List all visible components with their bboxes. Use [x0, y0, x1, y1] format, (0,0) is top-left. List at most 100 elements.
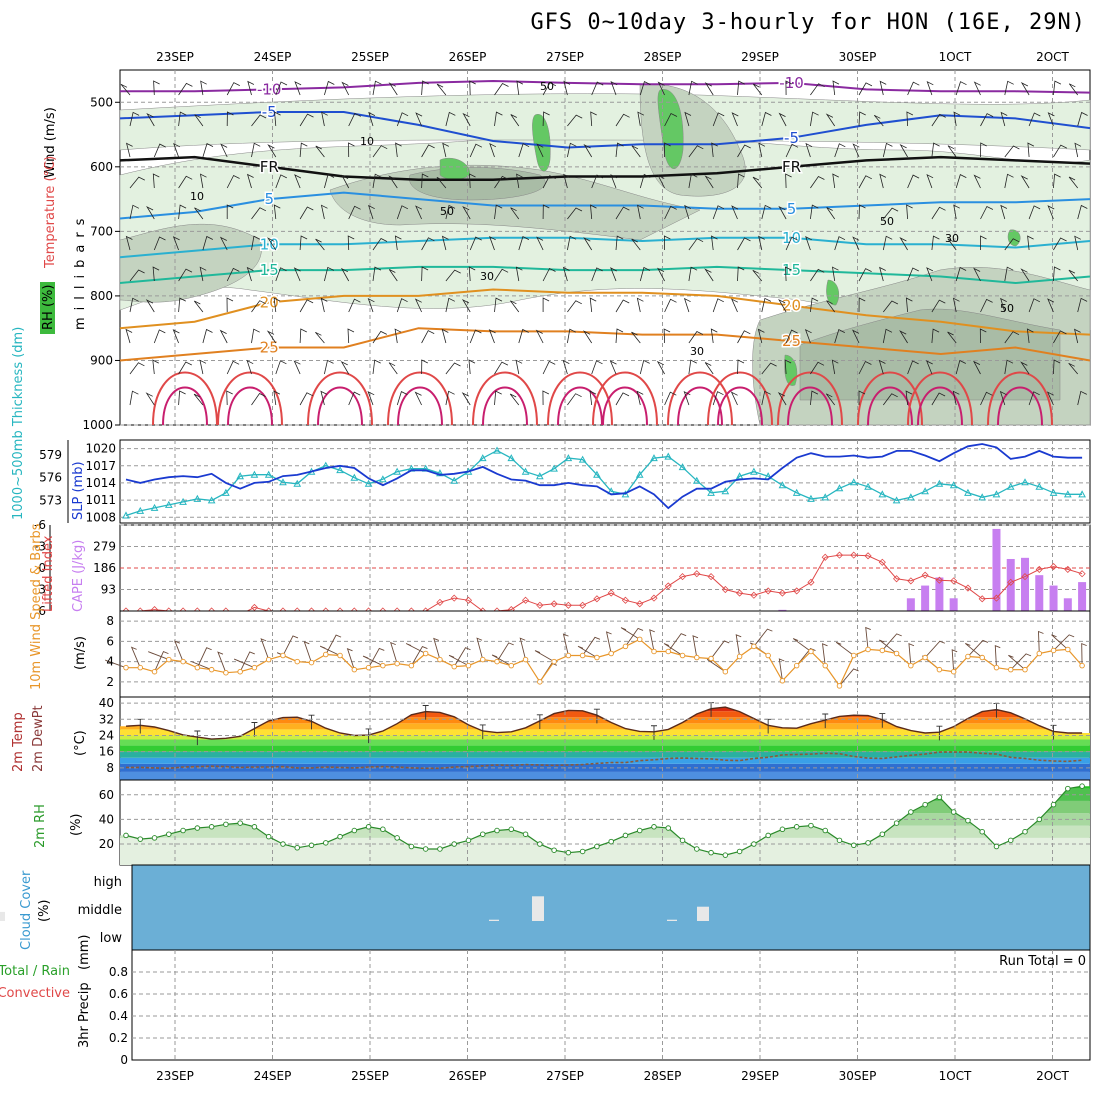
- temperature-label: Temperature (°C): [43, 156, 58, 269]
- warm-contour: [482, 386, 528, 426]
- wind-barb: [810, 297, 819, 313]
- date-label-top: 27SEP: [546, 50, 584, 64]
- wind-speed-point: [608, 650, 614, 657]
- wind-barb: [777, 392, 787, 406]
- li-tick: -3: [34, 540, 46, 554]
- temp-minmax: [936, 725, 943, 741]
- wind-barb: [193, 393, 204, 406]
- wind-barb: [704, 268, 714, 282]
- rh-point: [480, 831, 486, 837]
- li-point: [778, 589, 786, 597]
- wind-barb: [510, 300, 520, 313]
- rh-point: [922, 801, 928, 808]
- wind-barb: [226, 360, 240, 375]
- slp-tick: 1014: [85, 476, 116, 490]
- wind-barb: [810, 83, 825, 96]
- cloud-level-high: high: [94, 875, 122, 890]
- pressure-tick: 700: [90, 224, 113, 238]
- wind-barb: [712, 205, 725, 220]
- wind-barb: [980, 142, 987, 158]
- rh-point: [1065, 785, 1071, 792]
- wind-barb: [610, 174, 618, 189]
- rh-point: [936, 794, 943, 800]
- wind-barb: [390, 641, 398, 664]
- warm-contour: [997, 386, 1043, 426]
- temperature-contour-label: 25: [260, 339, 279, 357]
- li-point: [721, 585, 729, 594]
- li-point: [964, 584, 972, 592]
- wind-barb: [148, 651, 169, 660]
- wind-barb: [752, 269, 763, 282]
- wind-barb: [952, 390, 960, 406]
- precip-convective-label: Convective: [0, 986, 70, 1001]
- wind-barb: [282, 635, 299, 656]
- li-point: [250, 603, 258, 611]
- wind-barb: [589, 390, 597, 406]
- date-label-top: 28SEP: [644, 50, 682, 64]
- wind-barb: [906, 111, 914, 127]
- wind-barb: [796, 647, 816, 666]
- thickness-point: [578, 455, 587, 463]
- rh-point: [394, 835, 400, 841]
- cape-label: CAPE (J/kg): [71, 540, 86, 612]
- wind-speed-point: [993, 664, 1000, 671]
- wind-barb: [153, 236, 166, 251]
- wind-speed-point: [151, 668, 158, 675]
- li-point: [464, 596, 473, 604]
- wind-barb: [839, 668, 859, 687]
- warm-contour: [387, 371, 453, 426]
- wind-barb: [737, 237, 751, 251]
- rh-point: [422, 846, 429, 852]
- warm-contour: [777, 371, 843, 426]
- li-point: [550, 600, 558, 608]
- date-axis: 23SEP 23SEP 24SEP 24SEP 25SEP 25SEP 26SEP 26SEP…: [156, 50, 1069, 1083]
- rh-point: [251, 824, 258, 830]
- wind-barb: [761, 111, 772, 127]
- wind-barb: [615, 328, 624, 344]
- wind-barb: [631, 238, 641, 251]
- wind-barb: [315, 331, 325, 344]
- temp-minmax: [194, 730, 201, 746]
- wind-speed-point: [694, 654, 700, 661]
- cloud-level-low: low: [100, 931, 123, 946]
- wind-barb: [536, 236, 544, 251]
- thickness-point: [1078, 490, 1086, 498]
- wind-barb: [852, 236, 860, 251]
- wind-barb: [1053, 144, 1067, 158]
- rh-point: [194, 825, 201, 831]
- warm-contour: [557, 386, 603, 426]
- wind-barb: [152, 359, 159, 375]
- thickness-point: [1049, 488, 1058, 496]
- wind-barb: [251, 235, 261, 251]
- wind-speed-point: [1050, 647, 1057, 654]
- wind-barb: [899, 143, 908, 158]
- wind-barb: [396, 205, 409, 220]
- temp-minmax: [422, 705, 429, 720]
- cloud-bar: [489, 919, 499, 921]
- wind-barb: [1047, 298, 1055, 313]
- temp-minmax: [536, 714, 543, 729]
- wind-barb: [421, 330, 435, 344]
- instability-panel: -6 -3 0 3 6 93 186 279 Lifted Index CAPE (J/kg): [34, 518, 1091, 619]
- wind-barb: [129, 269, 145, 282]
- wind-speed-point: [280, 652, 286, 659]
- wind-barb: [239, 651, 255, 672]
- wind-barb: [273, 297, 281, 313]
- wind-barb: [347, 235, 355, 251]
- date-label-top: 29SEP: [741, 50, 779, 64]
- wind-barb: [491, 654, 512, 667]
- temperature-contour-label: 25: [782, 332, 801, 350]
- wind-barb: [955, 174, 967, 189]
- wind-speed-point: [565, 652, 572, 659]
- wind-barb: [882, 300, 899, 313]
- date-label-top: 1OCT: [939, 50, 972, 64]
- li-point: [650, 594, 658, 602]
- li-point: [821, 553, 829, 561]
- wind-barb: [667, 633, 687, 652]
- rh-point: [1050, 801, 1057, 808]
- wind-barb: [955, 81, 967, 96]
- wind-barb: [1068, 176, 1079, 189]
- li-point: [707, 573, 715, 581]
- rh-shading: [826, 279, 839, 306]
- rh-point: [622, 832, 629, 839]
